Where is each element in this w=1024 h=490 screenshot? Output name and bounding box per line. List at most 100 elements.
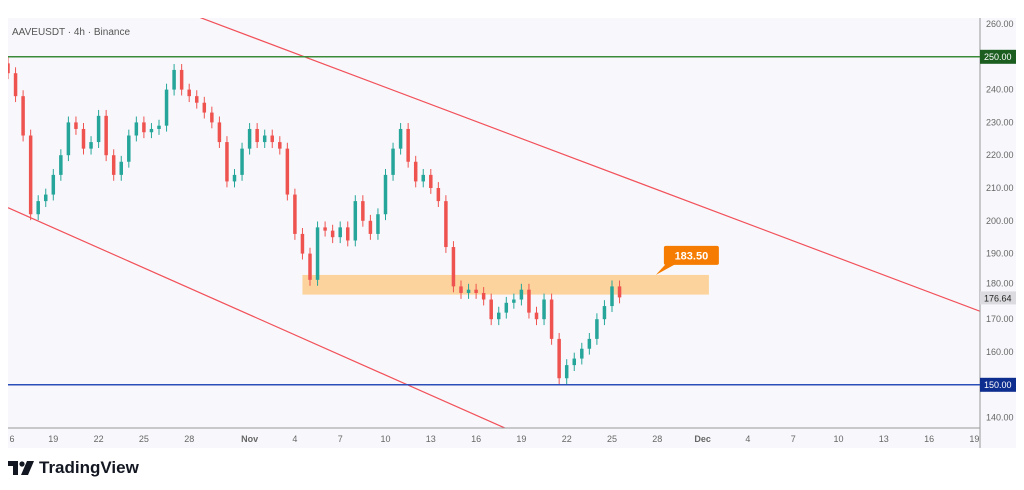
candle-body: [66, 122, 71, 156]
candle-body: [127, 135, 131, 162]
candle-body: [195, 96, 199, 103]
candle-body: [557, 338, 561, 379]
candle-body: [534, 312, 539, 320]
zone-callout-label: 183.50: [675, 250, 709, 262]
candle-body: [315, 227, 320, 280]
candle-body: [527, 289, 531, 313]
time-tick-label: 25: [139, 434, 149, 444]
candle-body: [421, 174, 425, 182]
candle-body: [308, 253, 312, 280]
candle-body: [587, 338, 592, 349]
resistance-price-tag: [980, 49, 1016, 64]
tradingview-logo-text: TradingView: [39, 458, 139, 477]
price-tick-label: 230.00: [986, 117, 1014, 127]
candle-body: [8, 63, 10, 74]
time-tick-label: 28: [652, 434, 662, 444]
price-tick-label: 210.00: [986, 183, 1014, 193]
candle-body: [232, 174, 237, 182]
last-price-tag: [980, 291, 1016, 305]
price-tick-label: 190.00: [986, 249, 1014, 259]
candle-body: [81, 128, 86, 149]
resistance-price-label: 250.00: [984, 52, 1012, 62]
candle-body: [383, 174, 388, 215]
candle-body: [346, 227, 350, 241]
candle-body: [572, 358, 576, 366]
candle-body: [172, 69, 176, 90]
price-tick-label: 260.00: [986, 19, 1014, 29]
candle-body: [210, 112, 214, 123]
candle-body: [21, 96, 25, 136]
price-tick-label: 240.00: [986, 85, 1014, 95]
candle-body: [610, 286, 614, 307]
candle-body: [391, 148, 395, 175]
zone-callout-pointer: [655, 263, 676, 275]
support-resistance-zone: [302, 274, 709, 295]
candle-body: [497, 312, 501, 320]
candle-body: [398, 128, 403, 149]
candle-body: [338, 227, 342, 238]
candle-body: [134, 122, 139, 136]
candle-body: [368, 220, 373, 234]
candle-body: [149, 128, 154, 133]
time-tick-label: 16: [471, 434, 481, 444]
time-tick-label: Dec: [694, 434, 711, 444]
symbol-title: AAVEUSDT · 4h · Binance: [12, 27, 131, 38]
candle-body: [36, 201, 40, 215]
candle-body: [59, 155, 63, 175]
candle-body: [13, 73, 18, 97]
candle-body: [247, 128, 252, 149]
candlestick-chart[interactable]: 260.00 240.00 230.00 220.00 210.00 200.00 190.…: [8, 18, 1016, 448]
candle-body: [512, 299, 516, 303]
candle-body: [157, 125, 161, 129]
candle-body: [179, 69, 184, 90]
candle-body: [74, 122, 78, 129]
price-tick-label: 180.00: [986, 278, 1014, 288]
time-tick-label: 10: [833, 434, 843, 444]
candle-body: [202, 102, 207, 113]
time-tick-label: 25: [607, 434, 617, 444]
time-tick-label: 16: [924, 434, 934, 444]
candle-body: [323, 227, 327, 231]
candle-body: [580, 348, 584, 359]
price-tick-label: 220.00: [986, 150, 1014, 160]
candle-body: [164, 89, 169, 126]
time-tick-label: 10: [380, 434, 390, 444]
price-tick-label: 200.00: [986, 216, 1014, 226]
candle-body: [300, 233, 305, 254]
candle-body: [28, 135, 33, 215]
candle-body: [255, 128, 259, 143]
chart-panel[interactable]: 260.00 240.00 230.00 220.00 210.00 200.00 190.…: [8, 18, 1016, 448]
plot-area: [8, 18, 980, 428]
candle-body: [564, 365, 569, 379]
candle-body: [376, 214, 380, 234]
candle-body: [451, 247, 456, 287]
time-tick-label: 7: [338, 434, 343, 444]
time-tick-label: 6: [9, 434, 14, 444]
candle-body: [187, 89, 191, 97]
price-tick-label: 170.00: [986, 314, 1014, 324]
price-tick-label: 160.00: [986, 347, 1014, 357]
candle-body: [225, 142, 229, 182]
candle-body: [111, 155, 116, 175]
candle-body: [51, 174, 56, 195]
tradingview-logo: TradingView: [8, 458, 139, 478]
time-tick-label: 4: [745, 434, 750, 444]
candle-body: [262, 135, 267, 143]
candle-body: [602, 306, 607, 320]
time-tick-label: 22: [94, 434, 104, 444]
time-tick-label: Nov: [241, 434, 258, 444]
time-tick-label: 28: [184, 434, 194, 444]
time-tick-label: 4: [292, 434, 297, 444]
candle-body: [489, 299, 493, 320]
time-tick-label: 19: [516, 434, 526, 444]
candle-body: [104, 115, 108, 156]
last-price-label: 176.64: [984, 293, 1012, 303]
candle-body: [466, 289, 471, 293]
time-tick-label: 13: [879, 434, 889, 444]
support-price-label: 150.00: [984, 380, 1012, 390]
price-tick-label: 140.00: [986, 413, 1014, 423]
candle-body: [617, 286, 622, 298]
candle-body: [406, 128, 410, 162]
channel-trendline: [199, 18, 980, 312]
candle-body: [481, 292, 486, 300]
